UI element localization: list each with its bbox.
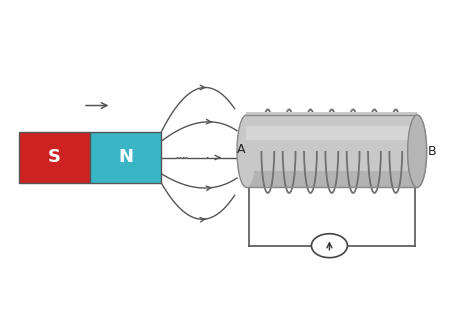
Bar [246,171,417,187]
Bar [246,112,417,151]
Circle shape [311,234,347,258]
Text: S: S [48,148,61,167]
Ellipse shape [408,115,427,187]
Bar [246,126,417,140]
Bar [246,115,417,187]
Bar [90,132,161,183]
Bar [246,126,417,140]
Text: N: N [118,148,133,167]
Bar [19,132,90,183]
Text: A: A [237,143,245,156]
Ellipse shape [408,115,427,187]
Ellipse shape [237,115,256,187]
Text: B: B [428,145,436,158]
